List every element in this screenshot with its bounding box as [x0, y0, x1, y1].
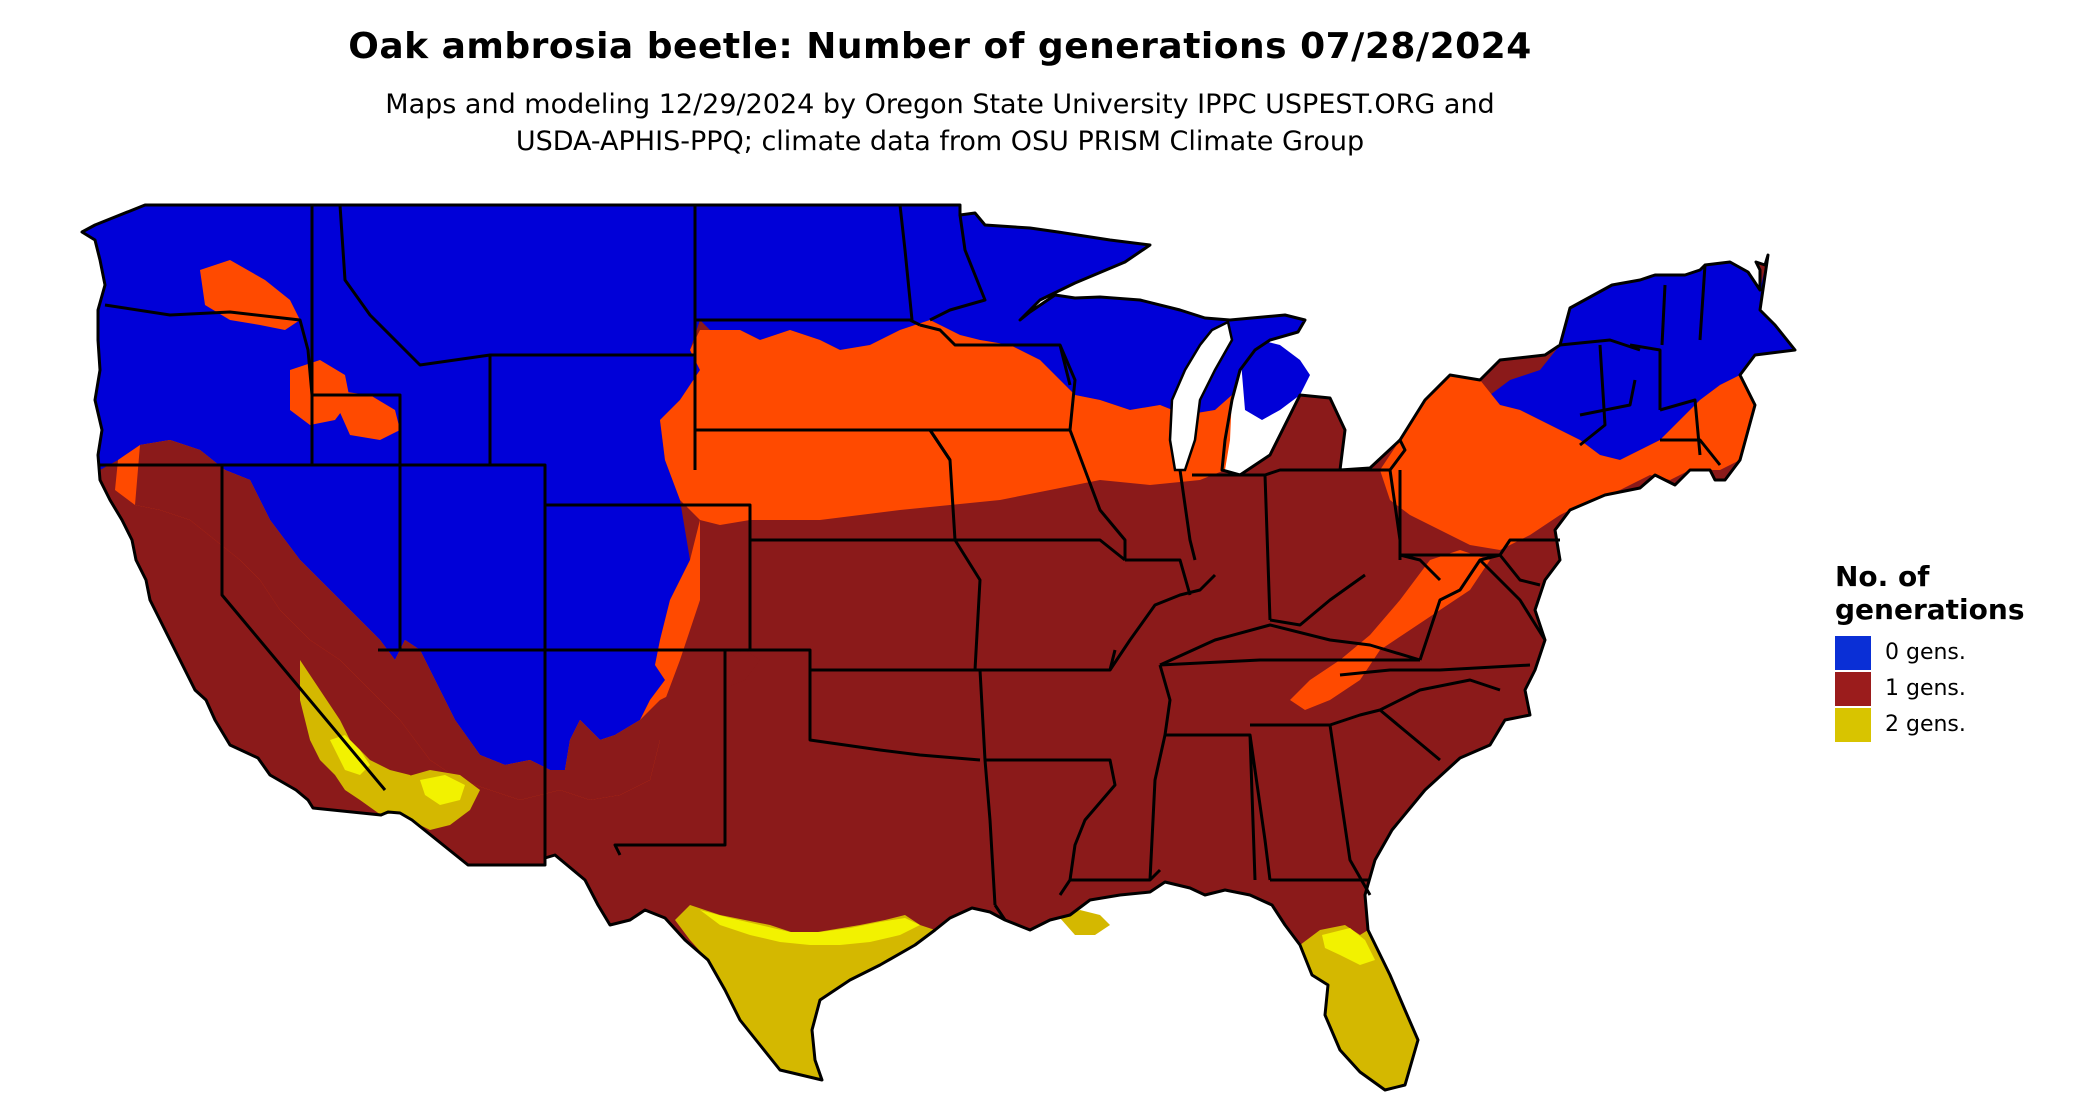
legend-label: 0 gens. [1885, 640, 1966, 665]
two-gen-region-texas [675, 905, 935, 1080]
map-subtitle-line-1: Maps and modeling 12/29/2024 by Oregon S… [385, 89, 1495, 120]
conus-outline [80, 203, 1797, 1092]
zero-gen-region-michigan [1240, 340, 1310, 420]
legend-title-line-2: generations [1835, 593, 2025, 626]
transition-band-plains [660, 320, 1232, 525]
legend-swatch-blue [1835, 636, 1871, 670]
two-gen-region-bright-arizona [330, 735, 465, 805]
transition-band-appalachia [1290, 550, 1490, 710]
one-gen-region-southwest-interior [135, 440, 760, 800]
legend-label: 2 gens. [1885, 712, 1966, 737]
legend: No. of generations 0 gens. 1 gens. 2 gen… [1835, 560, 2075, 744]
two-gen-region-bright-florida [1322, 928, 1375, 965]
legend-title-line-1: No. of [1835, 560, 1930, 593]
legend-swatch-red [1835, 672, 1871, 706]
legend-label: 1 gens. [1885, 676, 1966, 701]
state-borders [80, 203, 1797, 1092]
lake-michigan [1168, 320, 1234, 472]
map-subtitle-line-2: USDA-APHIS-PPQ; climate data from OSU PR… [515, 126, 1365, 157]
legend-items: 0 gens. 1 gens. 2 gens. [1835, 636, 2075, 744]
legend-swatch-yellow [1835, 708, 1871, 742]
two-gen-region-louisiana-coast [1060, 910, 1110, 935]
map-title: Oak ambrosia beetle: Number of generatio… [348, 26, 1532, 67]
two-gen-region-bright-texas [700, 910, 920, 945]
legend-item-1-gens: 1 gens. [1835, 672, 2075, 708]
zero-gen-region-northeast [1490, 255, 1795, 460]
transition-band-east [1380, 375, 1755, 550]
legend-item-2-gens: 2 gens. [1835, 708, 2075, 744]
zero-gen-region-north-central [700, 205, 1305, 415]
two-gen-region-florida [1300, 925, 1418, 1090]
legend-item-0-gens: 0 gens. [1835, 636, 2075, 672]
